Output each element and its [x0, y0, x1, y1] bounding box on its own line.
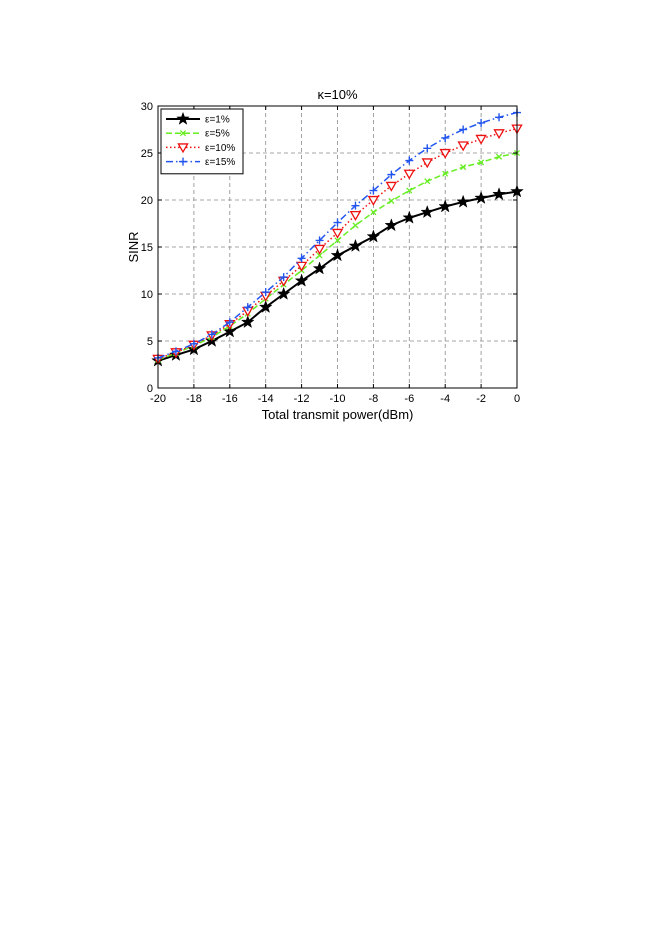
data-point — [475, 134, 487, 145]
data-point — [460, 164, 467, 171]
data-point — [424, 178, 431, 185]
y-tick-label: 25 — [141, 148, 153, 160]
legend-marker — [179, 130, 187, 137]
data-point — [225, 318, 234, 327]
data-point — [442, 170, 449, 177]
data-point — [495, 153, 503, 160]
x-tick-label: -12 — [294, 393, 310, 405]
x-tick-label: -14 — [258, 393, 274, 405]
y-tick-label: 10 — [141, 289, 153, 301]
data-point — [258, 299, 273, 314]
legend-label: ε=15% — [205, 157, 235, 168]
data-point — [352, 222, 359, 229]
data-point — [279, 273, 288, 282]
chart-title: κ=10% — [317, 87, 358, 102]
data-point — [495, 113, 504, 122]
x-tick-label: 0 — [514, 393, 520, 405]
data-point — [421, 158, 433, 169]
data-point — [457, 141, 469, 152]
data-point — [459, 125, 468, 134]
data-point — [334, 237, 341, 244]
data-point — [366, 229, 381, 243]
data-point — [438, 199, 453, 213]
legend-label: ε=1% — [205, 115, 230, 126]
legend-marker — [176, 111, 190, 125]
x-tick-label: -4 — [440, 393, 450, 405]
x-tick-label: -6 — [404, 393, 414, 405]
data-point — [207, 330, 216, 339]
data-point — [493, 129, 505, 140]
y-tick-label: 15 — [141, 242, 153, 254]
data-point — [384, 218, 399, 232]
data-point — [367, 195, 380, 206]
data-point — [388, 197, 395, 204]
legend-label: ε=10% — [205, 143, 235, 154]
data-point — [276, 286, 291, 300]
x-tick-label: -20 — [150, 393, 166, 405]
data-point — [492, 187, 506, 201]
data-point — [370, 209, 377, 216]
data-point — [330, 248, 345, 262]
series-layer — [151, 108, 524, 367]
data-point — [474, 190, 489, 204]
data-point — [189, 339, 198, 348]
x-tick-label: -10 — [330, 393, 346, 405]
legend-item-1: ε=1% — [166, 111, 230, 126]
data-point — [261, 288, 270, 297]
data-point — [387, 170, 396, 179]
legend-marker — [177, 143, 189, 154]
series-4 — [154, 108, 521, 362]
data-point — [349, 210, 362, 221]
data-point — [406, 187, 413, 194]
data-point — [331, 228, 344, 239]
data-point — [441, 133, 450, 142]
y-axis-title: SINR — [126, 231, 141, 262]
data-point — [478, 159, 485, 166]
y-tick-label: 0 — [147, 383, 153, 395]
data-point — [313, 244, 326, 255]
legend: ε=1% ε=5% ε=10% ε=15% — [160, 108, 244, 175]
data-point — [297, 254, 306, 263]
data-point — [294, 273, 309, 287]
data-point — [385, 181, 398, 192]
data-point — [171, 347, 180, 356]
x-tick-label: -2 — [476, 393, 486, 405]
legend-item-4: ε=15% — [166, 157, 235, 168]
data-point — [312, 261, 327, 275]
legend-marker — [179, 157, 187, 166]
legend-label: ε=5% — [205, 129, 230, 140]
legend-item-3: ε=10% — [166, 143, 235, 154]
data-point — [295, 261, 308, 272]
x-axis-title: Total transmit power(dBm) — [262, 407, 414, 422]
data-point — [439, 148, 451, 159]
x-tick-label: -8 — [369, 393, 379, 405]
x-tick-label: -16 — [222, 393, 238, 405]
y-tick-label: 20 — [141, 195, 153, 207]
data-point — [456, 194, 471, 208]
data-point — [420, 204, 435, 219]
data-point — [315, 236, 324, 245]
data-point — [243, 303, 252, 312]
data-point — [316, 252, 323, 259]
data-point — [333, 218, 342, 227]
x-tick-label: -18 — [186, 393, 202, 405]
data-point — [240, 314, 255, 329]
data-point — [403, 169, 416, 180]
data-point — [351, 201, 360, 210]
y-tick-label: 5 — [147, 336, 153, 348]
y-tick-label: 30 — [141, 101, 153, 113]
data-point — [423, 144, 432, 153]
data-point — [402, 210, 417, 224]
data-point — [405, 156, 414, 165]
data-point — [348, 238, 363, 252]
data-point — [369, 186, 378, 195]
legend-item-2: ε=5% — [166, 129, 230, 140]
data-point — [477, 118, 486, 127]
series-line — [157, 111, 518, 359]
